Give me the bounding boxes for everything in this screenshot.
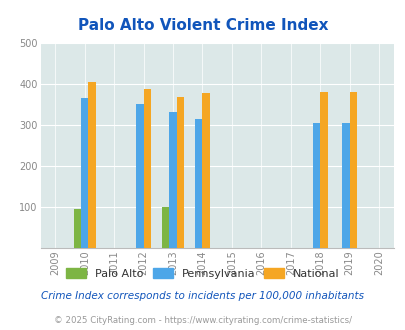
Bar <box>74 209 81 248</box>
Bar <box>349 92 356 248</box>
Text: Crime Index corresponds to incidents per 100,000 inhabitants: Crime Index corresponds to incidents per… <box>41 291 364 301</box>
Bar <box>169 113 176 248</box>
Bar <box>312 123 320 248</box>
Bar <box>136 104 143 248</box>
Bar <box>81 98 88 248</box>
Bar <box>320 92 327 248</box>
Text: © 2025 CityRating.com - https://www.cityrating.com/crime-statistics/: © 2025 CityRating.com - https://www.city… <box>54 316 351 325</box>
Bar <box>176 97 183 248</box>
Legend: Palo Alto, Pennsylvania, National: Palo Alto, Pennsylvania, National <box>63 265 342 282</box>
Bar <box>195 118 202 248</box>
Bar <box>202 93 209 248</box>
Bar <box>143 89 151 248</box>
Text: Palo Alto Violent Crime Index: Palo Alto Violent Crime Index <box>78 18 327 33</box>
Bar <box>341 123 349 248</box>
Bar <box>162 207 169 248</box>
Bar <box>88 82 96 248</box>
